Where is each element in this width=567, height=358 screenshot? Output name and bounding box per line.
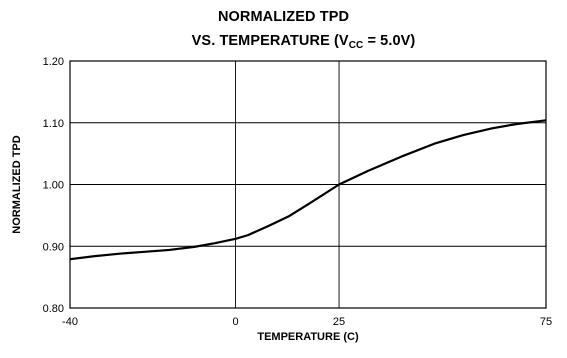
y-axis-label: NORMALIZED TPD — [11, 135, 23, 233]
y-tick-label: 0.80 — [43, 303, 64, 315]
x-tick-label: 25 — [333, 316, 345, 328]
subtitle-suffix: = 5.0V) — [363, 33, 416, 49]
x-tick-label: -40 — [62, 316, 78, 328]
series-line — [69, 119, 547, 261]
x-tick-label: 75 — [540, 316, 552, 328]
x-tick-label: 0 — [233, 316, 239, 328]
plot-frame — [69, 60, 547, 309]
y-tick-label: 1.00 — [43, 180, 64, 192]
grid-layer — [70, 61, 546, 308]
series-layer — [69, 119, 547, 261]
y-tick-label: 1.10 — [43, 118, 64, 130]
tick-label-layer: -40 0 25 75 0.80 0.90 1.00 1.10 1.20 — [43, 56, 553, 328]
x-axis-label: TEMPERATURE (C) — [257, 331, 359, 343]
subtitle-subscript: CC — [348, 40, 364, 51]
chart-title: NORMALIZED TPD — [217, 9, 350, 25]
subtitle-prefix: VS. TEMPERATURE (V — [191, 33, 349, 49]
chart-subtitle: VS. TEMPERATURE (VCC = 5.0V) — [20, 33, 567, 51]
y-tick-label: 1.20 — [43, 56, 64, 68]
y-tick-label: 0.90 — [43, 241, 64, 253]
